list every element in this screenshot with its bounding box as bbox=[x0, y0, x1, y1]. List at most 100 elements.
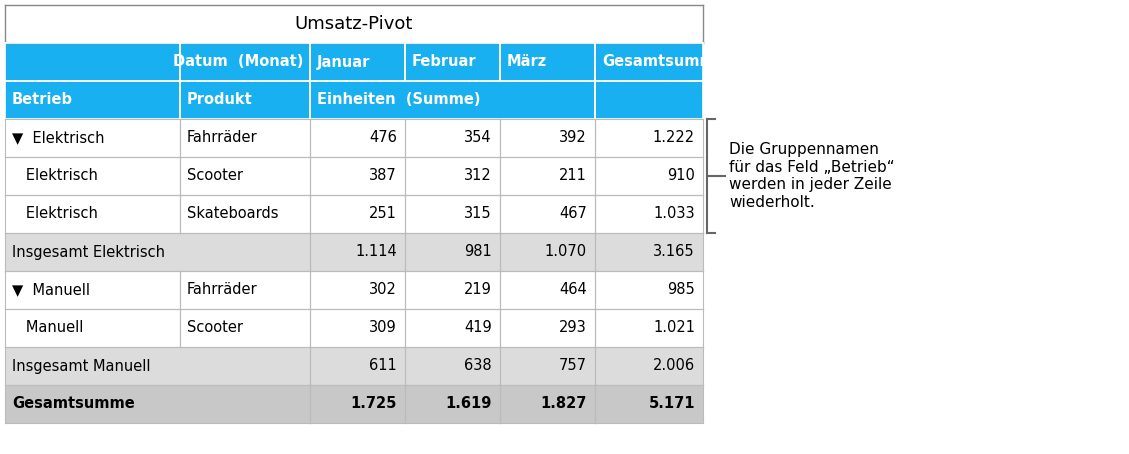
Bar bbox=[5, 81, 180, 119]
Text: 476: 476 bbox=[369, 130, 397, 145]
Bar bbox=[5, 347, 310, 385]
Bar bbox=[5, 195, 180, 233]
Bar bbox=[5, 43, 180, 81]
Bar bbox=[180, 271, 310, 309]
Text: 392: 392 bbox=[559, 130, 587, 145]
Bar bbox=[180, 81, 310, 119]
Text: Fahrräder: Fahrräder bbox=[187, 282, 257, 297]
Text: Produkt: Produkt bbox=[187, 93, 253, 108]
Bar bbox=[595, 119, 703, 157]
Text: 985: 985 bbox=[667, 282, 695, 297]
Bar bbox=[310, 81, 595, 119]
Text: 315: 315 bbox=[464, 207, 492, 222]
Text: Scooter: Scooter bbox=[187, 168, 243, 183]
Text: 293: 293 bbox=[559, 321, 587, 336]
Text: 1.222: 1.222 bbox=[653, 130, 695, 145]
Text: Umsatz-Pivot: Umsatz-Pivot bbox=[295, 15, 413, 33]
Bar bbox=[500, 233, 595, 271]
Bar bbox=[405, 43, 500, 81]
Text: Datum  (Monat): Datum (Monat) bbox=[173, 54, 303, 69]
Text: 1.725: 1.725 bbox=[351, 396, 397, 411]
Bar bbox=[595, 43, 703, 81]
Text: Elektrisch: Elektrisch bbox=[12, 207, 98, 222]
Text: 611: 611 bbox=[369, 359, 397, 374]
Bar bbox=[180, 119, 310, 157]
Bar bbox=[405, 271, 500, 309]
Text: Elektrisch: Elektrisch bbox=[12, 168, 98, 183]
Bar bbox=[595, 309, 703, 347]
Text: 467: 467 bbox=[559, 207, 587, 222]
Text: 2.006: 2.006 bbox=[653, 359, 695, 374]
Bar bbox=[500, 309, 595, 347]
Bar bbox=[5, 157, 180, 195]
Bar bbox=[595, 385, 703, 423]
Bar bbox=[405, 385, 500, 423]
Text: 354: 354 bbox=[464, 130, 492, 145]
Bar bbox=[500, 385, 595, 423]
Bar bbox=[5, 271, 180, 309]
Text: Die Gruppennamen
für das Feld „Betrieb“
werden in jeder Zeile
wiederholt.: Die Gruppennamen für das Feld „Betrieb“ … bbox=[729, 143, 894, 210]
Bar bbox=[405, 195, 500, 233]
Bar bbox=[180, 157, 310, 195]
Text: 419: 419 bbox=[464, 321, 492, 336]
Bar bbox=[500, 195, 595, 233]
Bar bbox=[500, 271, 595, 309]
Text: 638: 638 bbox=[464, 359, 492, 374]
Bar bbox=[180, 43, 310, 81]
Bar bbox=[180, 195, 310, 233]
Bar bbox=[310, 119, 405, 157]
Text: Manuell: Manuell bbox=[12, 321, 84, 336]
Bar bbox=[595, 81, 703, 119]
Text: 211: 211 bbox=[559, 168, 587, 183]
Bar bbox=[500, 119, 595, 157]
Bar bbox=[180, 309, 310, 347]
Text: ▼  Manuell: ▼ Manuell bbox=[12, 282, 90, 297]
Text: Einheiten  (Summe): Einheiten (Summe) bbox=[317, 93, 481, 108]
Text: Insgesamt Manuell: Insgesamt Manuell bbox=[12, 359, 150, 374]
Bar bbox=[595, 271, 703, 309]
Text: 312: 312 bbox=[464, 168, 492, 183]
Bar bbox=[500, 347, 595, 385]
Text: 1.619: 1.619 bbox=[446, 396, 492, 411]
Text: Scooter: Scooter bbox=[187, 321, 243, 336]
Text: 464: 464 bbox=[559, 282, 587, 297]
Bar bbox=[310, 195, 405, 233]
Bar bbox=[5, 385, 310, 423]
Bar bbox=[310, 157, 405, 195]
Bar bbox=[310, 347, 405, 385]
Bar bbox=[5, 5, 703, 43]
Bar bbox=[405, 157, 500, 195]
Bar bbox=[500, 43, 595, 81]
Bar bbox=[595, 347, 703, 385]
Bar bbox=[5, 119, 180, 157]
Text: 3.165: 3.165 bbox=[654, 245, 695, 260]
Text: Skateboards: Skateboards bbox=[187, 207, 279, 222]
Text: Januar: Januar bbox=[317, 54, 370, 69]
Text: 1.070: 1.070 bbox=[545, 245, 587, 260]
Text: 387: 387 bbox=[369, 168, 397, 183]
Text: Fahrräder: Fahrräder bbox=[187, 130, 257, 145]
Bar bbox=[500, 157, 595, 195]
Bar bbox=[595, 195, 703, 233]
Bar bbox=[5, 233, 310, 271]
Text: 1.827: 1.827 bbox=[541, 396, 587, 411]
Text: Betrieb: Betrieb bbox=[12, 93, 73, 108]
Text: Insgesamt Elektrisch: Insgesamt Elektrisch bbox=[12, 245, 165, 260]
Bar bbox=[405, 233, 500, 271]
Text: 219: 219 bbox=[464, 282, 492, 297]
Text: 1.114: 1.114 bbox=[356, 245, 397, 260]
Text: 309: 309 bbox=[369, 321, 397, 336]
Text: 981: 981 bbox=[464, 245, 492, 260]
Bar bbox=[310, 271, 405, 309]
Bar bbox=[405, 119, 500, 157]
Bar bbox=[310, 385, 405, 423]
Bar bbox=[595, 233, 703, 271]
Text: Gesamtsumme: Gesamtsumme bbox=[12, 396, 134, 411]
Text: 1.033: 1.033 bbox=[654, 207, 695, 222]
Text: ▼  Elektrisch: ▼ Elektrisch bbox=[12, 130, 105, 145]
Bar bbox=[310, 43, 405, 81]
Bar bbox=[405, 309, 500, 347]
Bar bbox=[310, 309, 405, 347]
Text: 1.021: 1.021 bbox=[653, 321, 695, 336]
Bar bbox=[595, 157, 703, 195]
